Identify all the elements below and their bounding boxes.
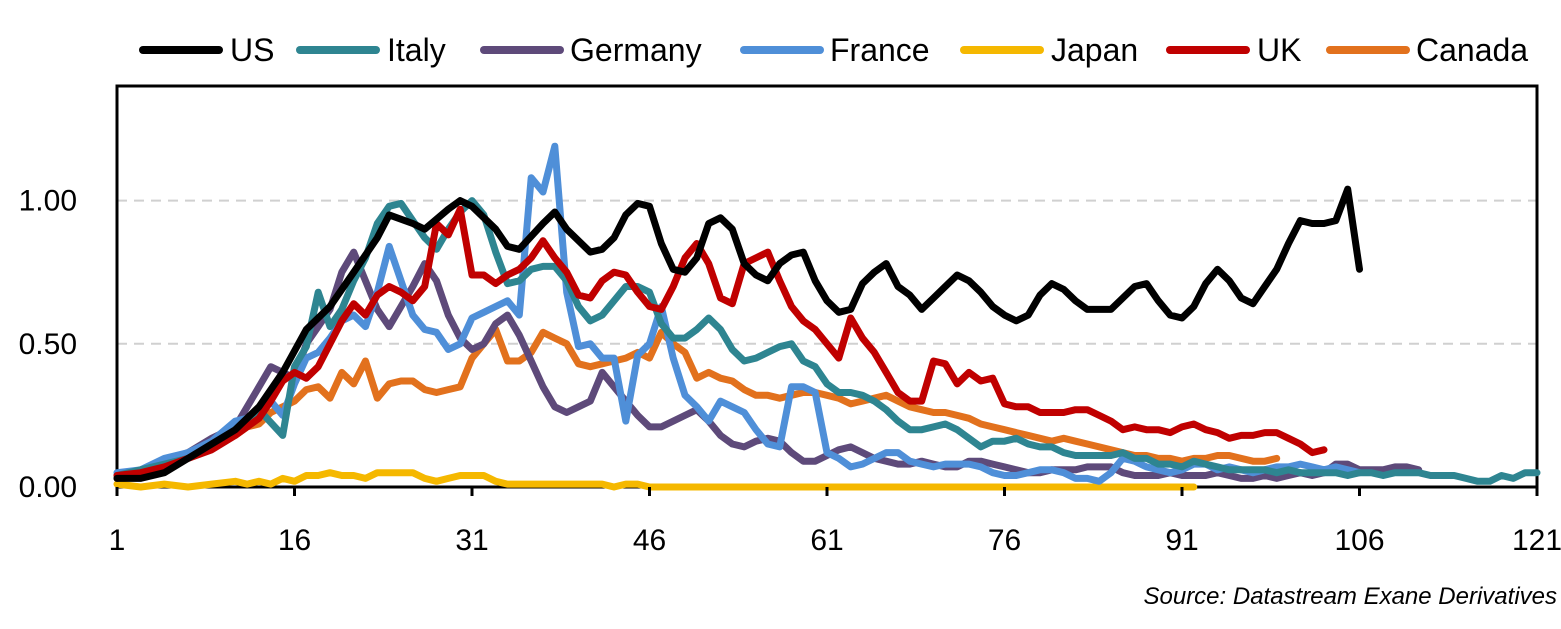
series-line-canada — [113, 326, 1281, 482]
x-tick-label: 46 — [633, 524, 666, 557]
source-note: Source: Datastream Exane Derivatives — [1143, 583, 1557, 610]
x-tick-label: 76 — [988, 524, 1021, 557]
legend-item-us: US — [139, 32, 274, 68]
y-tick-label: 1.00 — [19, 185, 77, 218]
legend-item-germany: Germany — [480, 32, 702, 68]
legend-item-italy: Italy — [296, 32, 446, 68]
legend-label: Japan — [1051, 32, 1138, 68]
x-axis-ticks: 1 16 31 46 61 76 91 106 121 — [109, 487, 1561, 557]
legend-item-france: France — [740, 32, 930, 68]
legend-label: Italy — [387, 32, 446, 68]
x-tick-label: 61 — [810, 524, 843, 557]
legend: US Italy Germany France Japan UK Canada — [139, 32, 1528, 68]
legend-label: US — [230, 32, 274, 68]
legend-label: Canada — [1416, 32, 1528, 68]
y-tick-label: 0.50 — [19, 328, 77, 361]
x-tick-label: 31 — [455, 524, 488, 557]
series-line-italy — [113, 197, 1541, 485]
series-line-uk — [113, 205, 1328, 479]
legend-item-uk: UK — [1166, 32, 1301, 68]
series-line-us — [113, 185, 1363, 482]
series-line-germany — [113, 248, 1423, 482]
legend-label: UK — [1257, 32, 1301, 68]
y-tick-label: 0.00 — [19, 471, 77, 504]
series-line-france — [113, 142, 1363, 485]
x-tick-label: 1 — [109, 524, 126, 557]
x-tick-label: 106 — [1334, 524, 1384, 557]
legend-label: Germany — [570, 32, 702, 68]
legend-item-canada: Canada — [1326, 32, 1528, 68]
plot-frame — [115, 84, 1539, 489]
y-axis-ticks: 0.00 0.50 1.00 — [19, 185, 77, 504]
series-line-japan — [113, 469, 1198, 491]
x-tick-label: 121 — [1512, 524, 1561, 557]
legend-label: France — [830, 32, 930, 68]
legend-item-japan: Japan — [960, 32, 1138, 68]
x-tick-label: 91 — [1165, 524, 1198, 557]
x-tick-label: 16 — [278, 524, 311, 557]
series-layer — [113, 142, 1541, 491]
